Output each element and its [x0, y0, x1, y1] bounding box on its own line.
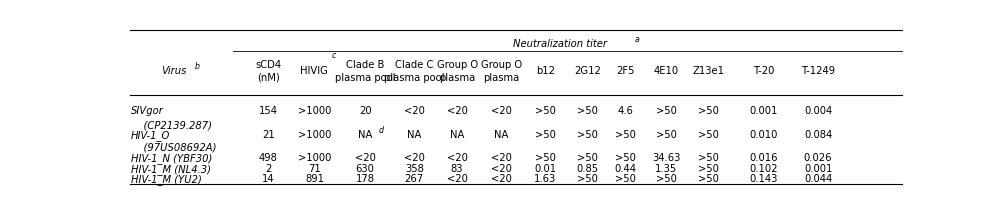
Text: Group O
plasma: Group O plasma [437, 60, 478, 82]
Text: <20: <20 [403, 106, 425, 116]
Text: SIVgor: SIVgor [131, 106, 164, 116]
Text: >50: >50 [576, 174, 598, 184]
Text: 1.35: 1.35 [655, 164, 677, 174]
Text: >1000: >1000 [298, 106, 331, 116]
Text: 0.44: 0.44 [615, 164, 637, 174]
Text: b12: b12 [536, 66, 554, 76]
Text: <20: <20 [403, 153, 425, 163]
Text: 0.004: 0.004 [804, 106, 832, 116]
Text: 83: 83 [451, 164, 464, 174]
Text: T-1249: T-1249 [801, 66, 835, 76]
Text: 178: 178 [355, 174, 374, 184]
Text: 630: 630 [356, 164, 374, 174]
Text: NA: NA [450, 130, 465, 140]
Text: 0.084: 0.084 [804, 130, 832, 140]
Text: HIV-1_M (NL4.3): HIV-1_M (NL4.3) [131, 164, 211, 174]
Text: (CP2139.287): (CP2139.287) [131, 120, 212, 130]
Text: 0.001: 0.001 [749, 106, 778, 116]
Text: sCD4
(nM): sCD4 (nM) [256, 60, 282, 82]
Text: >1000: >1000 [298, 153, 331, 163]
Text: >50: >50 [656, 174, 676, 184]
Text: 2G12: 2G12 [573, 66, 601, 76]
Text: 21: 21 [262, 130, 275, 140]
Text: >50: >50 [698, 164, 719, 174]
Text: 358: 358 [404, 164, 424, 174]
Text: 20: 20 [359, 106, 371, 116]
Text: >50: >50 [576, 130, 598, 140]
Text: 34.63: 34.63 [652, 153, 680, 163]
Text: d: d [379, 126, 384, 135]
Text: 4.6: 4.6 [618, 106, 634, 116]
Text: <20: <20 [355, 153, 375, 163]
Text: 891: 891 [305, 174, 324, 184]
Text: Z13e1: Z13e1 [693, 66, 725, 76]
Text: 2: 2 [266, 164, 272, 174]
Text: <20: <20 [491, 164, 512, 174]
Text: 498: 498 [259, 153, 278, 163]
Text: NA: NA [407, 130, 422, 140]
Text: >1000: >1000 [298, 130, 331, 140]
Text: <20: <20 [491, 174, 512, 184]
Text: >50: >50 [576, 153, 598, 163]
Text: 154: 154 [259, 106, 278, 116]
Text: >50: >50 [656, 130, 676, 140]
Text: 71: 71 [308, 164, 321, 174]
Text: <20: <20 [491, 106, 512, 116]
Text: HIV-1_O: HIV-1_O [131, 130, 171, 141]
Text: Virus: Virus [161, 66, 187, 76]
Text: T-20: T-20 [752, 66, 775, 76]
Text: b: b [195, 62, 200, 71]
Text: >50: >50 [698, 130, 719, 140]
Text: 0.010: 0.010 [749, 130, 778, 140]
Text: 14: 14 [263, 174, 275, 184]
Text: 4E10: 4E10 [654, 66, 679, 76]
Text: 0.001: 0.001 [804, 164, 832, 174]
Text: 267: 267 [404, 174, 424, 184]
Text: >50: >50 [535, 130, 555, 140]
Text: HIV-1_N (YBF30): HIV-1_N (YBF30) [131, 153, 212, 164]
Text: >50: >50 [535, 153, 555, 163]
Text: 0.044: 0.044 [804, 174, 832, 184]
Text: <20: <20 [447, 174, 468, 184]
Text: <20: <20 [491, 153, 512, 163]
Text: >50: >50 [615, 153, 636, 163]
Text: 0.102: 0.102 [749, 164, 778, 174]
Text: Group O
plasma: Group O plasma [481, 60, 522, 82]
Text: >50: >50 [698, 174, 719, 184]
Text: 0.143: 0.143 [749, 174, 778, 184]
Text: >50: >50 [576, 106, 598, 116]
Text: >50: >50 [698, 106, 719, 116]
Text: >50: >50 [535, 106, 555, 116]
Text: >50: >50 [615, 130, 636, 140]
Text: Clade B
plasma pool: Clade B plasma pool [335, 60, 395, 82]
Text: >50: >50 [615, 174, 636, 184]
Text: (97US08692A): (97US08692A) [131, 142, 216, 153]
Text: NA: NA [494, 130, 509, 140]
Text: >50: >50 [656, 106, 676, 116]
Text: a: a [635, 35, 640, 44]
Text: <20: <20 [447, 153, 468, 163]
Text: Neutralization titer: Neutralization titer [513, 39, 607, 49]
Text: c: c [332, 51, 336, 60]
Text: 1.63: 1.63 [534, 174, 556, 184]
Text: HIVIG: HIVIG [301, 66, 328, 76]
Text: >50: >50 [698, 153, 719, 163]
Text: 0.016: 0.016 [749, 153, 778, 163]
Text: 0.026: 0.026 [804, 153, 832, 163]
Text: 0.85: 0.85 [576, 164, 599, 174]
Text: 2F5: 2F5 [617, 66, 635, 76]
Text: Clade C
plasma pool: Clade C plasma pool [384, 60, 445, 82]
Text: NA: NA [358, 130, 372, 140]
Text: <20: <20 [447, 106, 468, 116]
Text: HIV-1_M (YU2): HIV-1_M (YU2) [131, 174, 202, 185]
Text: 0.01: 0.01 [534, 164, 556, 174]
